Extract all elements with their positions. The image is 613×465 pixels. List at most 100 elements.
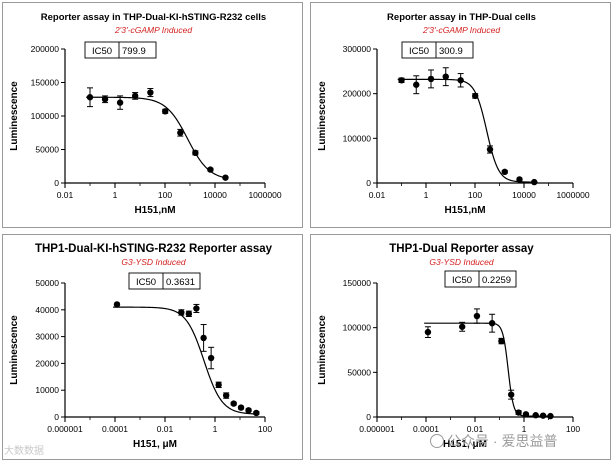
- x-tick-label: 100: [258, 424, 272, 434]
- data-point: [177, 129, 184, 136]
- chart-svg: Reporter assay in THP-Dual cells 2'3'-cGA…: [317, 12, 590, 216]
- x-tick-label: 0.01: [369, 190, 386, 200]
- data-point: [472, 92, 479, 100]
- x-tick-label: 10000: [512, 190, 536, 200]
- x-tick-label: 1000000: [248, 190, 281, 200]
- fit-curve: [397, 78, 538, 183]
- x-tick-label: 100: [158, 190, 172, 200]
- chart-subtitle: 2'3'-cGAMP Induced: [114, 25, 192, 35]
- x-tick-label: 0.01: [467, 424, 484, 434]
- y-tick-label: 50000: [35, 145, 59, 155]
- chart-title: THP1-Dual-KI-hSTING-R232 Reporter assay: [35, 243, 273, 255]
- data-point: [200, 334, 207, 342]
- y-tick-label: 200000: [343, 89, 372, 99]
- chart-svg: THP1-Dual-KI-hSTING-R232 Reporter assay G…: [9, 243, 273, 450]
- data-point: [222, 392, 230, 399]
- y-tick-label: 200000: [31, 44, 60, 54]
- data-point: [253, 409, 260, 417]
- x-axis-label: H151,nM: [134, 205, 175, 216]
- chart-subtitle: 2'3'-cGAMP Induced: [422, 25, 500, 35]
- fit-curve: [113, 306, 260, 415]
- data-point: [457, 77, 464, 84]
- data-point: [237, 404, 245, 411]
- data-point: [424, 328, 432, 336]
- x-axis-label: H151, μM: [133, 439, 177, 450]
- data-point: [147, 89, 154, 96]
- x-tick-label: 1000000: [556, 190, 589, 200]
- x-tick-label: 100: [566, 424, 580, 434]
- chart-title: Reporter assay in THP-Dual cells: [387, 12, 536, 23]
- y-tick-label: 40000: [35, 305, 59, 315]
- data-point: [101, 96, 109, 103]
- x-tick-label: 0.000001: [47, 424, 83, 434]
- x-tick-label: 1: [213, 424, 218, 434]
- watermark-right: 公众号 · 爱思益普: [430, 431, 557, 451]
- y-tick-label: 20000: [35, 358, 59, 368]
- x-tick-label: 0.0001: [413, 424, 439, 434]
- data-point: [162, 108, 169, 115]
- wechat-icon: [430, 434, 444, 448]
- data-point: [539, 412, 547, 419]
- data-point: [222, 174, 229, 181]
- ic50-label: IC50: [452, 275, 472, 286]
- data-point: [193, 305, 200, 312]
- data-point: [116, 99, 124, 106]
- data-point: [486, 146, 494, 153]
- y-tick-label: 0: [366, 178, 371, 188]
- y-tick-label: 30000: [35, 332, 59, 342]
- ic50-value: 0.2259: [482, 275, 511, 286]
- data-point: [86, 94, 94, 101]
- x-tick-label: 0.01: [157, 424, 174, 434]
- y-tick-label: 0: [54, 412, 59, 422]
- x-tick-label: 0.01: [57, 190, 74, 200]
- data-point: [498, 337, 505, 345]
- ic50-box: [84, 41, 157, 59]
- ic50-label: IC50: [409, 46, 429, 57]
- x-axis-label: H151,nM: [444, 205, 485, 216]
- data-point: [215, 381, 222, 389]
- data-point: [207, 166, 214, 173]
- y-tick-label: 50000: [347, 367, 371, 377]
- data-point: [501, 168, 508, 176]
- data-point: [192, 149, 199, 157]
- y-tick-label: 100000: [31, 111, 60, 121]
- data-point: [131, 92, 139, 100]
- data-point: [178, 309, 185, 316]
- data-point: [488, 320, 496, 327]
- data-point: [442, 73, 449, 80]
- ic50-box: [401, 41, 474, 59]
- y-tick-label: 150000: [343, 278, 372, 288]
- chart-panel-r232-cgamp: Reporter assay in THP-Dual-KI-hSTING-R23…: [2, 2, 303, 228]
- watermark-right-text: 公众号 · 爱思益普: [447, 433, 558, 449]
- x-tick-label: 1: [522, 424, 527, 434]
- x-tick-label: 100: [468, 190, 482, 200]
- data-point: [245, 407, 252, 414]
- data-point: [185, 310, 193, 318]
- ic50-value: 300.9: [439, 46, 463, 57]
- y-axis-label: Luminescence: [9, 315, 20, 385]
- y-tick-label: 300000: [343, 44, 372, 54]
- data-point: [515, 409, 522, 416]
- data-point: [531, 178, 538, 186]
- data-point: [547, 412, 554, 420]
- data-point: [398, 77, 405, 84]
- x-tick-label: 1: [424, 190, 429, 200]
- x-tick-label: 0.000001: [359, 424, 395, 434]
- ic50-box: [128, 272, 201, 290]
- y-tick-label: 100000: [343, 133, 372, 143]
- data-point: [522, 411, 530, 418]
- chart-panel-r232-g3ysd: THP1-Dual-KI-hSTING-R232 Reporter assay G…: [2, 234, 303, 460]
- y-tick-label: 100000: [343, 323, 372, 333]
- y-axis-label: Luminescence: [9, 81, 20, 151]
- y-axis-label: Luminescence: [317, 315, 328, 385]
- data-point: [413, 81, 420, 88]
- y-tick-label: 0: [54, 178, 59, 188]
- chart-svg: THP1-Dual Reporter assay G3-YSD Induced IC…: [317, 243, 580, 450]
- data-point: [113, 301, 121, 308]
- x-tick-label: 0.0001: [102, 424, 128, 434]
- chart-panel-dual-g3ysd: THP1-Dual Reporter assay G3-YSD Induced IC…: [310, 234, 611, 460]
- data-point: [516, 176, 523, 183]
- ic50-label: IC50: [136, 277, 156, 288]
- ic50-value: 799.9: [122, 46, 146, 57]
- data-point: [230, 400, 237, 407]
